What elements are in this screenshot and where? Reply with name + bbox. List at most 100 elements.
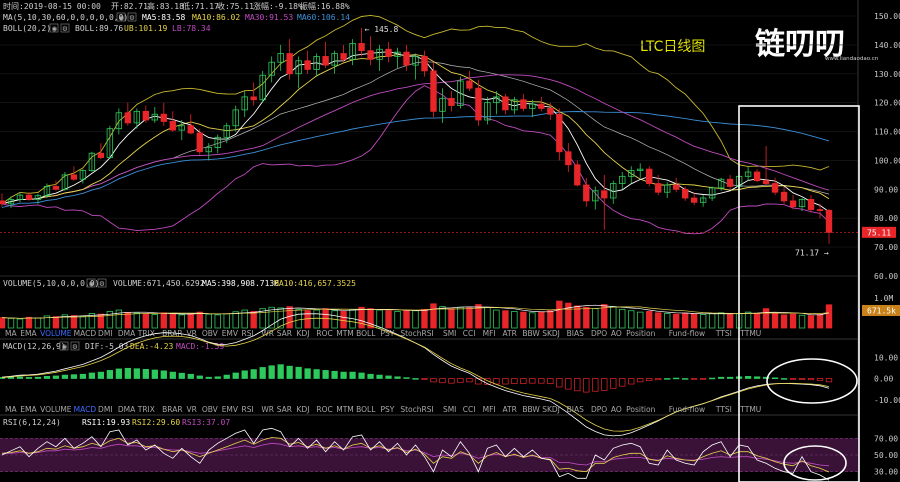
- indicator-tab-dmi[interactable]: DMI: [98, 329, 112, 338]
- indicator-tab-ttsi[interactable]: TTSI: [715, 405, 732, 414]
- indicator-tab-volume[interactable]: VOLUME: [40, 405, 72, 414]
- candle-body: [655, 183, 662, 193]
- volume-bar: [637, 311, 644, 329]
- indicator-tab-ema[interactable]: EMA: [20, 405, 37, 414]
- volume-bar: [439, 306, 446, 329]
- indicator-tab-position[interactable]: Position: [626, 405, 655, 414]
- indicator-tab-ao[interactable]: AO: [611, 329, 622, 338]
- volume-params: VOLUME(5,10,0,0,0,0): [3, 279, 99, 288]
- indicator-tab-dpo[interactable]: DPO: [591, 329, 607, 338]
- macd-histogram-bar: [52, 375, 60, 379]
- indicator-tab-mtm[interactable]: MTM: [336, 405, 354, 414]
- indicator-tab-mfi[interactable]: MFI: [483, 329, 496, 338]
- indicator-tab-mtm[interactable]: MTM: [336, 329, 354, 338]
- indicator-tab-bias[interactable]: BIAS: [567, 405, 584, 414]
- candle-body: [196, 132, 203, 153]
- volume-bar: [430, 303, 437, 329]
- indicator-tab-cci[interactable]: CCI: [463, 405, 476, 414]
- candle-body: [187, 125, 194, 134]
- indicator-tab-ao[interactable]: AO: [611, 405, 622, 414]
- rsi3-value: RSI3:37.07: [182, 418, 230, 427]
- indicator-tab-obv[interactable]: OBV: [202, 329, 219, 338]
- indicator-tab-bbw[interactable]: BBW: [522, 405, 540, 414]
- rsi3-line: [2, 442, 830, 467]
- indicator-tab-mfi[interactable]: MFI: [483, 405, 496, 414]
- indicator-tab-brar[interactable]: BRAR: [162, 329, 182, 338]
- indicator-tab-fund-flow[interactable]: Fund-flow: [669, 329, 705, 338]
- indicator-tab-vr[interactable]: VR: [187, 405, 197, 414]
- indicator-tab-kdj[interactable]: KDJ: [297, 329, 310, 338]
- indicator-tab-emv[interactable]: EMV: [222, 329, 239, 338]
- volume-bar: [214, 314, 221, 329]
- indicator-tab-bias[interactable]: BIAS: [567, 329, 584, 338]
- indicator-tab-rsi[interactable]: RSI: [242, 405, 254, 414]
- macd-histogram-bar: [394, 376, 401, 379]
- indicator-tab-rsi[interactable]: RSI: [242, 329, 254, 338]
- macd-settings-button[interactable]: [70, 341, 80, 351]
- candle-body: [79, 170, 87, 180]
- highlight-ellipse-rsi: [783, 445, 847, 481]
- indicator-tab-ma[interactable]: MA: [5, 405, 17, 414]
- indicator-tab-dpo[interactable]: DPO: [591, 405, 607, 414]
- indicator-tab-ttmu[interactable]: TTMU: [739, 329, 761, 338]
- macd-histogram-bar: [205, 376, 212, 379]
- indicator-tab-kdj[interactable]: KDJ: [297, 405, 310, 414]
- indicator-tab-ma[interactable]: MA: [5, 329, 17, 338]
- indicator-tab-roc[interactable]: ROC: [316, 405, 332, 414]
- indicator-tab-skdj[interactable]: SKDJ: [542, 329, 560, 338]
- indicator-tab-dma[interactable]: DMA: [118, 329, 136, 338]
- indicator-tab-dmi[interactable]: DMI: [98, 405, 112, 414]
- volume-visibility-toggle[interactable]: [86, 278, 96, 288]
- indicator-tab-sar[interactable]: SAR: [277, 329, 292, 338]
- indicator-tab-smi[interactable]: SMI: [443, 405, 456, 414]
- indicator-tab-position[interactable]: Position: [626, 329, 655, 338]
- boll-settings-button[interactable]: [60, 23, 70, 33]
- indicator-tab-fund-flow[interactable]: Fund-flow: [669, 405, 705, 414]
- indicator-tab-obv[interactable]: OBV: [202, 405, 219, 414]
- indicator-tab-vr[interactable]: VR: [187, 329, 197, 338]
- indicator-tab-skdj[interactable]: SKDJ: [542, 405, 560, 414]
- indicator-tab-macd[interactable]: MACD: [74, 405, 97, 414]
- volume-bar: [726, 313, 734, 329]
- indicator-tab-emv[interactable]: EMV: [222, 405, 239, 414]
- indicator-tab-atr[interactable]: ATR: [503, 405, 517, 414]
- indicator-tab-psy[interactable]: PSY: [381, 405, 395, 414]
- boll-visibility-toggle[interactable]: [49, 23, 59, 33]
- indicator-tab-trix[interactable]: TRIX: [137, 329, 155, 338]
- indicator-tab-dma[interactable]: DMA: [118, 405, 136, 414]
- indicator-tab-brar[interactable]: BRAR: [162, 405, 182, 414]
- indicator-tab-smi[interactable]: SMI: [443, 329, 456, 338]
- volume-bar: [520, 311, 527, 329]
- indicator-tab-wr[interactable]: WR: [261, 405, 274, 414]
- indicator-tab-boll[interactable]: BOLL: [356, 405, 376, 414]
- ma-settings-button[interactable]: [127, 12, 137, 22]
- indicator-tab-cci[interactable]: CCI: [463, 329, 476, 338]
- indicator-tab-roc[interactable]: ROC: [316, 329, 332, 338]
- macd-hist-value: MACD:-1.59: [176, 342, 224, 351]
- indicator-tab-bbw[interactable]: BBW: [522, 329, 540, 338]
- indicator-tab-ttsi[interactable]: TTSI: [715, 329, 732, 338]
- macd-axis: 10.00 0.00 -10.00: [874, 353, 900, 405]
- indicator-tab-boll[interactable]: BOLL: [356, 329, 376, 338]
- indicator-tab-ttmu[interactable]: TTMU: [739, 405, 761, 414]
- indicator-tab-volume[interactable]: VOLUME: [40, 329, 72, 338]
- price-axis: 60.00 70.00 80.00 90.00 100.00 110.00 120.00 13…: [874, 12, 900, 281]
- price-tick-label: 120.00: [874, 99, 900, 108]
- macd-histogram-bar: [187, 373, 194, 379]
- indicator-tab-ema[interactable]: EMA: [20, 329, 37, 338]
- candle-body: [322, 56, 329, 66]
- volume-settings-button[interactable]: [97, 278, 107, 288]
- indicator-tab-stochrsi[interactable]: StochRSI: [400, 329, 433, 338]
- indicator-tab-atr[interactable]: ATR: [503, 329, 517, 338]
- indicator-tab-macd[interactable]: MACD: [74, 329, 97, 338]
- ma30-value: MA30:91.53: [245, 13, 293, 22]
- ma-visibility-toggle[interactable]: [116, 12, 126, 22]
- indicator-tab-stochrsi[interactable]: StochRSI: [400, 405, 433, 414]
- macd-histogram-bar: [744, 376, 752, 379]
- volume-bar: [753, 312, 761, 329]
- indicator-tab-sar[interactable]: SAR: [277, 405, 292, 414]
- candle-body: [268, 61, 275, 76]
- macd-visibility-toggle[interactable]: [59, 341, 69, 351]
- indicator-tab-psy[interactable]: PSY: [381, 329, 395, 338]
- indicator-tab-trix[interactable]: TRIX: [137, 405, 155, 414]
